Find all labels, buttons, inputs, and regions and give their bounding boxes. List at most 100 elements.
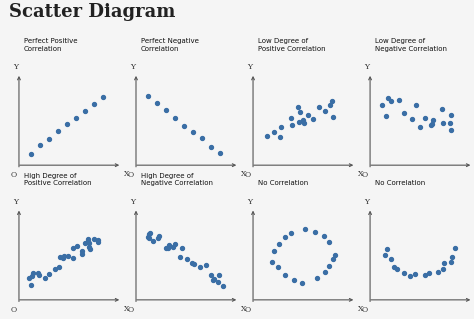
- Point: [99, 94, 107, 100]
- Point: [78, 251, 85, 256]
- Point: [145, 231, 152, 236]
- Point: [207, 272, 214, 277]
- Point: [328, 99, 336, 104]
- Point: [144, 94, 152, 99]
- Point: [198, 135, 206, 140]
- Text: Y: Y: [247, 63, 252, 71]
- Text: High Degree of
Negative Correlation: High Degree of Negative Correlation: [141, 173, 213, 186]
- Point: [149, 238, 156, 243]
- Point: [28, 274, 36, 279]
- Point: [393, 266, 401, 271]
- Point: [27, 152, 35, 157]
- Point: [70, 255, 77, 260]
- Point: [214, 279, 222, 284]
- Point: [36, 143, 44, 148]
- Text: O: O: [128, 171, 134, 179]
- Text: O: O: [11, 171, 17, 179]
- Point: [304, 112, 312, 117]
- Point: [278, 124, 285, 130]
- Point: [197, 265, 204, 270]
- Point: [291, 277, 298, 282]
- Point: [154, 235, 162, 240]
- Point: [447, 128, 455, 133]
- Point: [45, 271, 53, 277]
- Point: [287, 115, 295, 120]
- Point: [325, 263, 333, 269]
- Text: High Degree of
Positive Correlation: High Degree of Positive Correlation: [24, 173, 91, 186]
- Text: Low Degree of
Positive Correlation: Low Degree of Positive Correlation: [258, 39, 326, 52]
- Point: [263, 133, 270, 138]
- Point: [296, 109, 304, 114]
- Point: [295, 104, 302, 109]
- Point: [207, 144, 215, 149]
- Text: O: O: [362, 306, 368, 314]
- Point: [171, 241, 179, 246]
- Point: [408, 117, 416, 122]
- Point: [73, 244, 81, 249]
- Point: [276, 134, 283, 139]
- Text: No Correlation: No Correlation: [258, 181, 308, 186]
- Point: [276, 241, 283, 246]
- Point: [45, 137, 53, 142]
- Point: [439, 106, 447, 111]
- Point: [325, 240, 332, 245]
- Point: [155, 234, 163, 239]
- Point: [95, 237, 102, 242]
- Point: [327, 103, 334, 108]
- Point: [385, 95, 392, 100]
- Point: [447, 112, 455, 117]
- Point: [162, 107, 170, 112]
- Point: [145, 234, 152, 240]
- Text: X: X: [241, 305, 246, 313]
- Point: [434, 269, 441, 274]
- Point: [421, 272, 428, 278]
- Point: [331, 253, 338, 258]
- Point: [183, 257, 191, 262]
- Point: [320, 233, 328, 238]
- Point: [271, 129, 278, 134]
- Point: [301, 226, 309, 232]
- Point: [90, 102, 98, 107]
- Point: [81, 240, 89, 245]
- Point: [311, 229, 319, 234]
- Point: [176, 255, 184, 260]
- Point: [84, 236, 91, 241]
- Point: [69, 245, 77, 250]
- Point: [299, 118, 306, 123]
- Text: Scatter Diagram: Scatter Diagram: [9, 3, 176, 21]
- Point: [59, 256, 66, 261]
- Point: [86, 241, 93, 246]
- Text: O: O: [11, 306, 17, 314]
- Point: [287, 231, 295, 236]
- Point: [329, 257, 337, 262]
- Point: [65, 253, 73, 258]
- Point: [282, 273, 289, 278]
- Point: [162, 245, 170, 250]
- Text: O: O: [362, 171, 368, 179]
- Point: [295, 120, 303, 125]
- Point: [447, 259, 454, 264]
- Point: [400, 111, 408, 116]
- Point: [309, 116, 317, 121]
- Point: [27, 282, 35, 287]
- Point: [51, 266, 58, 271]
- Point: [400, 270, 407, 275]
- Point: [72, 115, 80, 120]
- Point: [164, 245, 172, 250]
- Point: [56, 254, 64, 259]
- Text: O: O: [245, 306, 251, 314]
- Point: [426, 270, 433, 275]
- Point: [210, 276, 218, 281]
- Point: [169, 245, 177, 250]
- Point: [382, 114, 390, 119]
- Text: Low Degree of
Negative Correlation: Low Degree of Negative Correlation: [375, 39, 447, 52]
- Point: [55, 264, 63, 270]
- Point: [153, 100, 161, 106]
- Text: Y: Y: [247, 198, 252, 206]
- Text: O: O: [128, 306, 134, 314]
- Text: X: X: [124, 170, 129, 179]
- Point: [412, 102, 419, 107]
- Text: Perfect Positive
Correlation: Perfect Positive Correlation: [24, 39, 77, 52]
- Point: [378, 103, 386, 108]
- Point: [416, 125, 423, 130]
